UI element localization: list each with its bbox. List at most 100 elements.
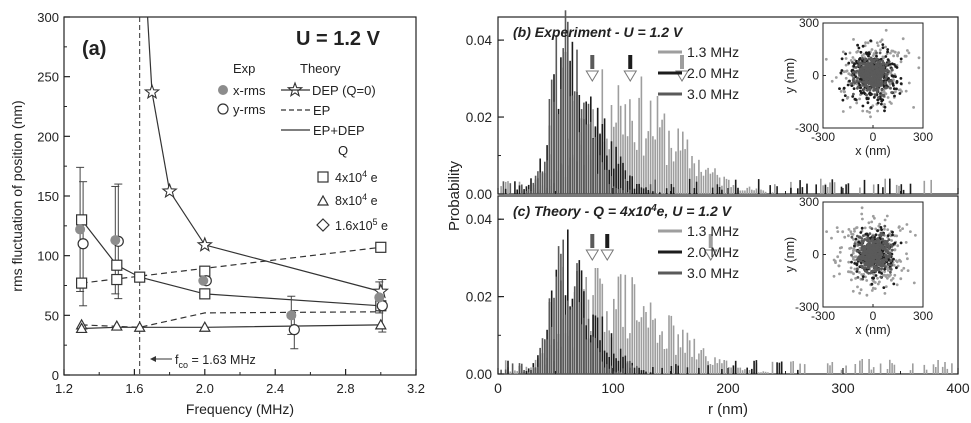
square-marker [111,259,123,271]
histogram-bar [665,348,668,374]
panel-a-legend: Exp Theory x-rms y-rms DEP (Q=0) EP EP+D… [217,61,388,233]
inset-point [876,60,880,64]
histogram-bar [702,348,705,374]
histogram-bar [596,107,599,194]
inset-point [885,214,889,218]
histogram-bar [656,96,659,194]
inset-point [869,86,872,90]
inset-point [869,243,873,247]
histogram-bar [557,114,560,194]
histogram-bar [636,365,638,374]
inset-point [862,234,865,238]
histogram-bar [613,353,615,374]
inset-point [883,105,887,109]
inset-point [893,248,897,252]
inset-point [851,68,854,72]
histogram-bar [606,352,608,374]
histogram-bar [613,126,615,194]
inset-point [883,267,886,271]
histogram-bar [521,363,523,374]
histogram-bar [592,139,594,194]
histogram-bar [557,246,560,374]
histogram-bar [882,187,884,194]
legend-dep-label: DEP (Q=0) [312,83,376,98]
histogram-bar [633,367,636,374]
a-xtick-label: 2.0 [196,381,214,396]
inset-point [889,51,892,55]
inset-point [872,96,876,99]
inset-point [883,239,887,243]
square-marker [199,288,211,300]
histogram-bar [725,360,728,374]
histogram-bar [550,326,553,374]
histogram-bar [537,355,539,374]
histogram-bar [870,369,873,374]
legend-x-rms-marker [218,85,228,95]
histogram-bar [659,192,661,194]
inset-ytick-label: -300 [795,121,819,135]
histogram-bar [659,127,661,194]
inset-point [868,79,872,83]
inset-point [876,44,880,47]
histogram-bar [594,137,597,194]
inset-point [899,77,903,80]
histogram-bar [762,190,765,194]
histogram-bar [778,362,781,374]
histogram-bar [603,169,606,194]
hist-xtick-label: 300 [831,380,855,396]
inset-point [853,242,857,246]
inset-point [888,255,892,259]
histogram-bar [879,363,882,374]
inset-point [888,82,892,86]
inset-point [853,255,857,259]
inset-point [898,229,902,232]
histogram-bar [580,109,583,194]
histogram-bar [615,358,617,374]
histogram-bar [930,179,932,194]
inset-point [865,93,868,97]
histogram-bar [629,189,631,194]
inset-point [878,51,882,55]
inset-point [849,230,853,234]
inset-point [886,58,890,61]
histogram-bar [534,359,537,374]
inset-point [867,253,871,257]
inset-point [877,81,880,84]
histogram-bar [562,239,564,374]
star-marker [143,83,161,100]
inset-point [854,75,858,79]
histogram-bar [633,188,636,194]
inset-point [850,253,853,257]
histogram-bar [721,363,723,374]
histogram-bar [661,367,663,374]
histogram-bar [608,330,610,374]
histogram-bar [603,118,606,194]
histogram-bar [654,139,656,194]
histogram-bar [937,360,939,374]
inset-point [899,260,903,263]
inset-point [855,263,859,267]
inset-point [874,260,878,263]
histogram-bar [900,184,903,194]
inset-point [852,70,855,74]
x-rms-marker [374,292,385,303]
inset-xtick-label: -300 [811,130,835,144]
inset-point [862,72,866,76]
inset-point [858,97,861,101]
inset-point [879,275,883,279]
inset-point [866,262,869,266]
inset-point [856,285,859,289]
inset-point [854,70,858,74]
histogram-bar [629,360,631,374]
inset-point [904,89,908,93]
inset-point [866,41,870,45]
histogram-bar [684,149,686,194]
histogram-bar [631,365,633,374]
inset-point [887,61,891,64]
y-rms-marker [77,238,89,250]
histogram-bar [776,186,778,194]
histogram-bar [594,338,597,374]
inset-point [853,267,857,271]
histogram-bar [806,183,808,194]
inset-point [871,253,875,256]
